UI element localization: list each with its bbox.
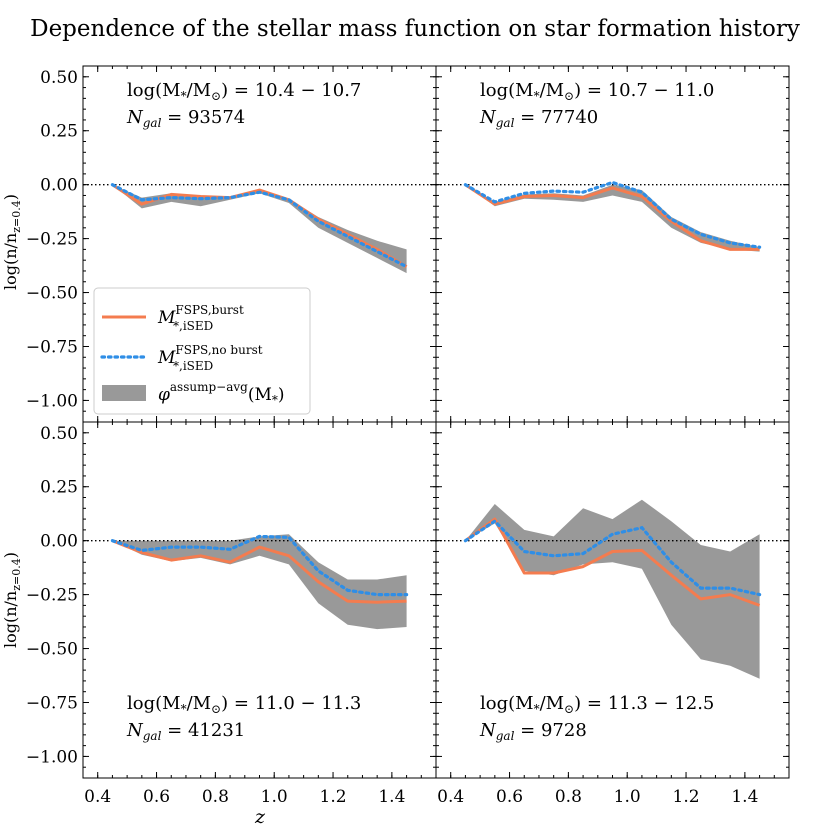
y-tick-label: −0.25: [26, 586, 78, 606]
x-axis-label: z: [254, 806, 266, 828]
mass-range-sub: ⊙: [564, 702, 574, 716]
legend-label-band: φassump−avg(M*): [158, 380, 285, 407]
legend-swatch-band: [102, 385, 146, 401]
panel-4: 0.4 0.6 0.8 1.0 1.2 1.4 log(M*/M⊙) = 11.3 − 12…: [435, 421, 790, 807]
y-tick-label: −0.75: [26, 337, 78, 357]
mass-range-sub: *: [534, 89, 540, 103]
x-tick-label: 1.4: [378, 787, 405, 807]
mass-range-sub: ⊙: [564, 89, 574, 103]
ngal-text: = 77740: [514, 107, 598, 128]
panel-mass-range: log(M*/M⊙) = 11.0 − 11.3: [127, 693, 361, 716]
mass-range-text: /M: [540, 693, 565, 714]
series-noburst-line: [110, 183, 409, 269]
ngal-text: = 93574: [161, 107, 245, 128]
band-assump-avg: [465, 499, 760, 679]
ngal-sub: gal: [496, 116, 515, 130]
series-noburst-line: [463, 180, 762, 249]
mass-range-text: log(M: [127, 693, 181, 714]
x-tick-label: 1.0: [614, 787, 641, 807]
panel-mass-range: log(M*/M⊙) = 10.7 − 11.0: [480, 80, 714, 103]
y-tick-label: 0.00: [40, 532, 78, 552]
y-axis-label-bottom: log(n/nz=0.4): [1, 552, 23, 648]
panel-mass-range: log(M*/M⊙) = 10.4 − 10.7: [127, 80, 361, 103]
legend-label-noburst: MFSPS,no burst *,iSED: [157, 343, 263, 373]
panel-3: 0.50 0.25 0.00 −0.25 −0.50 −0.75 −1.00 0.4 0.6 0.…: [26, 421, 437, 807]
ngal-text: = 41231: [161, 720, 245, 741]
y-tick-label: 0.00: [40, 176, 78, 196]
mass-range-sub: ⊙: [211, 702, 221, 716]
x-tick-label: 1.0: [261, 787, 288, 807]
x-tick-label: 0.4: [84, 787, 111, 807]
y-tick-label: −0.50: [26, 284, 78, 304]
legend: MFSPS,burst *,iSED MFSPS,no burst *,iSED φ…: [93, 287, 311, 415]
series-burst-line: [464, 183, 760, 251]
mass-range-text: /M: [540, 80, 565, 101]
mass-range-text: log(M: [127, 80, 181, 101]
y-tick-label: −0.75: [26, 693, 78, 713]
y-tick-label: 0.50: [40, 68, 78, 88]
legend-frame: [93, 287, 311, 415]
series-noburst-line: [110, 534, 409, 597]
panel-ngal: Ngal = 41231: [126, 720, 245, 743]
series-noburst-line: [463, 519, 762, 597]
mass-range-text: ) = 10.7 − 11.0: [574, 80, 714, 101]
legend-label-burst: MFSPS,burst *,iSED: [157, 303, 244, 333]
ngal-text: N: [479, 720, 497, 741]
x-tick-label: 1.2: [673, 787, 700, 807]
mass-range-text: /M: [187, 693, 212, 714]
y-tick-label: −1.00: [26, 391, 78, 411]
panel-1: 0.50 0.25 0.00 −0.25 −0.50 −0.75 −1.00 log(M*/M…: [26, 65, 437, 423]
mass-range-sub: *: [181, 89, 187, 103]
ngal-text: N: [126, 720, 144, 741]
mass-range-sub: ⊙: [211, 89, 221, 103]
ngal-sub: gal: [496, 729, 515, 743]
y-tick-label: −0.25: [26, 230, 78, 250]
y-tick-label: 0.25: [40, 122, 78, 142]
panel-ngal: Ngal = 9728: [479, 720, 587, 743]
y-tick-label: 0.50: [40, 424, 78, 444]
mass-range-text: log(M: [480, 80, 534, 101]
panel-ngal: Ngal = 77740: [479, 107, 598, 130]
series-burst-line: [464, 517, 761, 607]
band-assump-avg: [465, 184, 760, 252]
mass-range-text: ) = 11.3 − 12.5: [574, 693, 714, 714]
panel-mass-range: log(M*/M⊙) = 11.3 − 12.5: [480, 693, 714, 716]
x-tick-label: 1.4: [731, 787, 758, 807]
chart-title: Dependence of the stellar mass function …: [30, 16, 800, 42]
mass-range-text: log(M: [480, 693, 534, 714]
mass-range-text: ) = 11.0 − 11.3: [221, 693, 361, 714]
y-axis-label-top: log(n/nz=0.4): [1, 194, 23, 290]
mass-range-text: ) = 10.4 − 10.7: [221, 80, 361, 101]
panel-2: log(M*/M⊙) = 10.7 − 11.0 Ngal = 77740: [435, 65, 790, 423]
y-tick-label: 0.25: [40, 478, 78, 498]
panels: 0.500.250.00−0.25−0.50−0.75−1.00log(M*/M…: [26, 65, 790, 807]
mass-range-sub: *: [534, 702, 540, 716]
x-tick-label: 0.8: [555, 787, 582, 807]
panel-ngal: Ngal = 93574: [126, 107, 245, 130]
x-tick-label: 0.6: [143, 787, 170, 807]
series-burst-line: [111, 539, 407, 604]
y-tick-label: −1.00: [26, 747, 78, 767]
y-tick-label: −0.50: [26, 640, 78, 660]
ngal-text: N: [126, 107, 144, 128]
mass-range-sub: *: [181, 702, 187, 716]
mass-range-text: /M: [187, 80, 212, 101]
ngal-text: = 9728: [514, 720, 586, 741]
x-tick-label: 1.2: [320, 787, 347, 807]
ngal-sub: gal: [143, 729, 162, 743]
x-tick-label: 0.4: [437, 787, 464, 807]
x-tick-label: 0.8: [202, 787, 229, 807]
x-tick-label: 0.6: [496, 787, 523, 807]
ngal-sub: gal: [143, 116, 162, 130]
ngal-text: N: [479, 107, 497, 128]
